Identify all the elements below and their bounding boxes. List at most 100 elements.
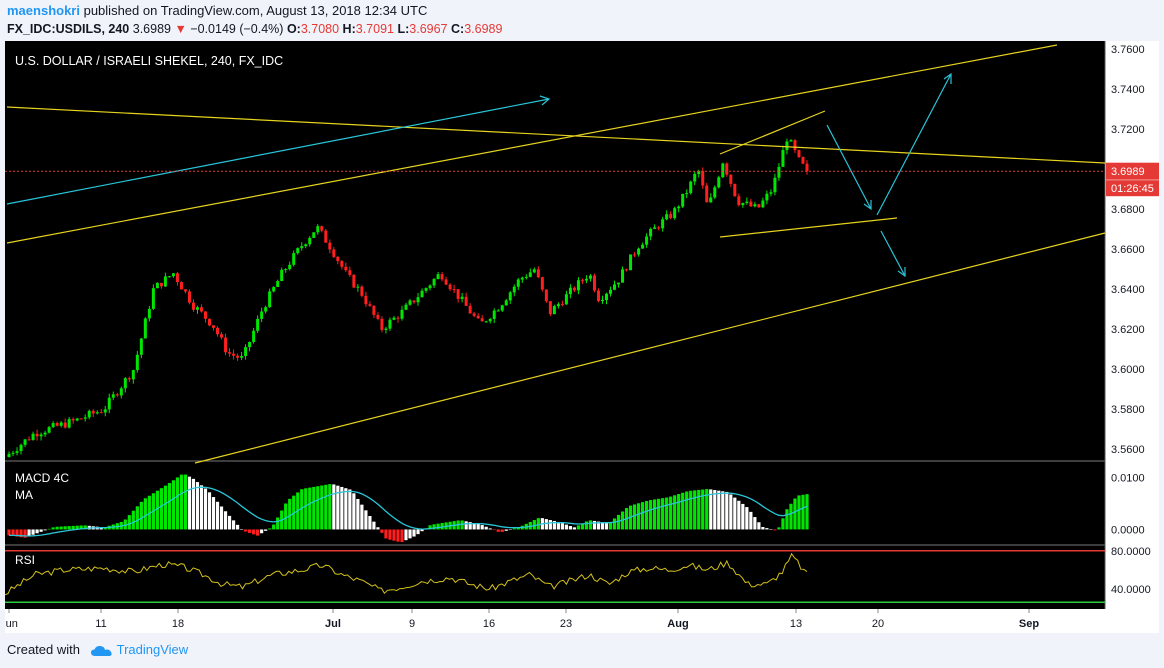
macd-bar [733,497,737,530]
candle-body [588,275,592,279]
candle-body [596,290,600,302]
chart-svg[interactable]: U.S. DOLLAR / ISRAELI SHEKEL, 240, FX_ID… [0,41,1159,633]
author-link[interactable]: maenshokri [7,3,80,18]
price-tick-label: 3.6400 [1111,284,1145,296]
arrow-down-1[interactable] [826,124,872,210]
macd-bar [528,521,532,530]
footer: Created with TradingView [7,642,188,658]
arrow-down-2[interactable] [880,230,906,277]
candle-body [39,434,43,437]
candle-body [115,394,119,396]
trendline-channel-lower[interactable] [194,232,1106,464]
price-tick-label: 3.7600 [1111,44,1145,56]
candle-body [276,281,280,287]
macd-bar [163,485,167,530]
candle-body [232,353,236,356]
macd-bar [777,527,781,530]
candle-body [428,285,432,289]
macd-bar [729,494,733,530]
candle-body [729,174,733,184]
arrowhead-icon [897,267,906,278]
macd-bar [55,526,59,530]
candle-body [7,453,11,457]
macd-bar [721,491,725,530]
macd-bar [219,506,224,530]
arrow-up[interactable] [876,73,952,216]
candle-body [653,227,657,229]
candle-body [717,177,721,188]
macd-bar [396,529,400,542]
time-tick-label: Sep [1019,618,1039,630]
trendline-channel-upper[interactable] [6,44,1058,244]
trendline-descending[interactable] [6,106,1106,164]
candle-body [677,206,681,209]
trendline-triangle-bottom[interactable] [719,217,898,238]
macd-bar [171,480,176,530]
macd-bar [191,478,196,530]
candle-body [296,248,300,254]
macd-bar [268,528,272,530]
macd-bar [239,529,244,530]
time-tick-label: 18 [172,618,184,630]
tradingview-cloud-icon [90,645,112,656]
price-tick-label: 3.6600 [1111,244,1145,256]
macd-bar [580,523,585,530]
macd-bar [83,525,87,530]
candle-body [340,261,344,267]
macd-bar [516,527,520,530]
macd-bar [496,529,500,532]
arrow-cyan-long[interactable] [6,98,550,205]
macd-bar [504,529,508,531]
price-tick-label: 3.6200 [1111,324,1145,336]
price-tick-label: 3.5800 [1111,404,1145,416]
created-with-label: Created with [7,642,80,657]
candle-body [412,300,416,303]
macd-bar [332,484,336,530]
macd-ma-label: MA [15,488,33,502]
candle-body [709,197,713,203]
candle-body [460,296,464,299]
macd-bar [560,523,564,530]
symbol-label: FX_IDC:USDILS, 240 [7,22,130,36]
candle-body [87,410,91,418]
candle-body [51,423,55,428]
candle-body [436,274,440,280]
candle-body [260,311,264,319]
macd-bar [649,500,653,530]
low-value: 3.6967 [409,22,448,36]
macd-bar [492,529,496,531]
macd-tick-label: 0.0100 [1111,473,1145,485]
macd-bar [673,495,677,530]
macd-bar [661,498,665,530]
macd-bar [632,504,637,530]
candle-body [163,276,167,287]
chart-area[interactable]: U.S. DOLLAR / ISRAELI SHEKEL, 240, FX_ID… [0,41,1159,633]
macd-bar [231,520,236,530]
candle-body [797,150,801,158]
macd-bar [436,523,440,530]
trendline-triangle-top[interactable] [719,110,826,155]
tradingview-link[interactable]: TradingView [116,642,189,657]
candle-body [244,347,248,356]
trendlines-group [6,44,1106,464]
macd-bar [284,503,288,530]
macd-bar [215,501,220,530]
price-tick-label: 3.7200 [1111,124,1145,136]
candle-body [344,266,348,271]
candle-body [404,304,408,310]
candle-body [689,181,693,194]
candle-body [456,289,460,299]
macd-bar [264,529,268,531]
macd-bar [572,527,577,530]
macd-bar [484,526,488,530]
macd-bar [508,529,512,530]
candle-body [528,272,532,277]
candle-body [107,397,111,410]
countdown-label: 01:26:45 [1111,183,1154,195]
candle-body [228,352,232,354]
candle-body [179,282,183,290]
candle-body [256,318,260,331]
macd-bar [131,510,135,530]
candle-body [681,193,685,207]
time-tick-label: 11 [95,618,106,630]
